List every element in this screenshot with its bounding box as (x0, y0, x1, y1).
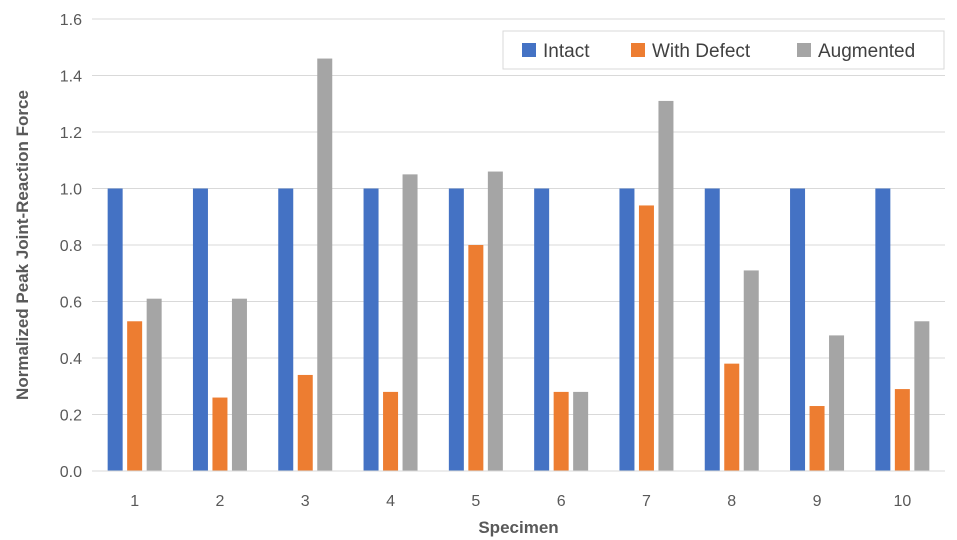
y-tick-label: 0.4 (60, 351, 82, 368)
bar (829, 335, 845, 471)
y-tick-label: 0.2 (60, 408, 82, 425)
y-tick-label: 1.2 (60, 125, 82, 142)
legend-swatch (631, 43, 645, 57)
bar (146, 298, 162, 471)
y-tick-labels: 0.0 0.2 0.4 0.6 0.8 1.0 1.2 1.4 1.6 (60, 12, 82, 481)
bar (743, 270, 759, 471)
legend-swatch (522, 43, 536, 57)
bar (875, 188, 891, 471)
bar (534, 188, 550, 471)
legend-box (502, 30, 945, 70)
bar (212, 397, 228, 471)
bar (914, 321, 930, 471)
y-tick-label: 0.8 (60, 238, 82, 255)
y-tick-label: 0.6 (60, 295, 82, 312)
y-tick-label: 1.6 (60, 12, 82, 29)
bar (278, 188, 294, 471)
x-tick-label: 8 (727, 493, 736, 510)
x-tick-label: 6 (557, 493, 566, 510)
bar (573, 391, 589, 471)
y-tick-label: 1.0 (60, 182, 82, 199)
bar (553, 391, 569, 471)
x-tick-label: 7 (642, 493, 651, 510)
bar (127, 321, 143, 471)
bar (192, 188, 208, 471)
y-tick-label: 0.0 (60, 464, 82, 481)
y-axis-title: Normalized Peak Joint-Reaction Force (13, 90, 32, 400)
x-tick-labels: 1 2 3 4 5 6 7 8 9 10 (130, 493, 911, 510)
legend-swatch (797, 43, 811, 57)
bar (790, 188, 806, 471)
x-tick-label: 3 (301, 493, 310, 510)
bar (317, 58, 333, 472)
bar (724, 363, 740, 471)
bar (619, 188, 635, 471)
x-tick-label: 9 (813, 493, 822, 510)
legend-label: Intact (543, 41, 590, 62)
x-tick-label: 5 (471, 493, 480, 510)
bar (402, 174, 418, 471)
x-axis-title: Specimen (478, 518, 558, 537)
bar (809, 406, 825, 471)
bar (468, 245, 484, 471)
legend: Intact With Defect Augmented (502, 30, 945, 70)
bar (658, 100, 674, 472)
bar (704, 188, 720, 471)
bar (107, 188, 123, 471)
x-tick-label: 10 (893, 493, 911, 510)
legend-label: Augmented (818, 41, 915, 62)
legend-label: With Defect (652, 41, 751, 62)
bar (231, 298, 247, 471)
bar (894, 389, 910, 471)
x-tick-label: 4 (386, 493, 395, 510)
gridlines (92, 18, 945, 415)
bar (363, 188, 379, 471)
x-tick-label: 1 (130, 493, 139, 510)
bar (448, 188, 464, 471)
bar (297, 374, 313, 471)
bar (383, 391, 399, 471)
y-tick-label: 1.4 (60, 69, 82, 86)
bar (487, 171, 503, 472)
bars (107, 58, 930, 472)
bar (638, 205, 654, 471)
x-tick-label: 2 (215, 493, 224, 510)
